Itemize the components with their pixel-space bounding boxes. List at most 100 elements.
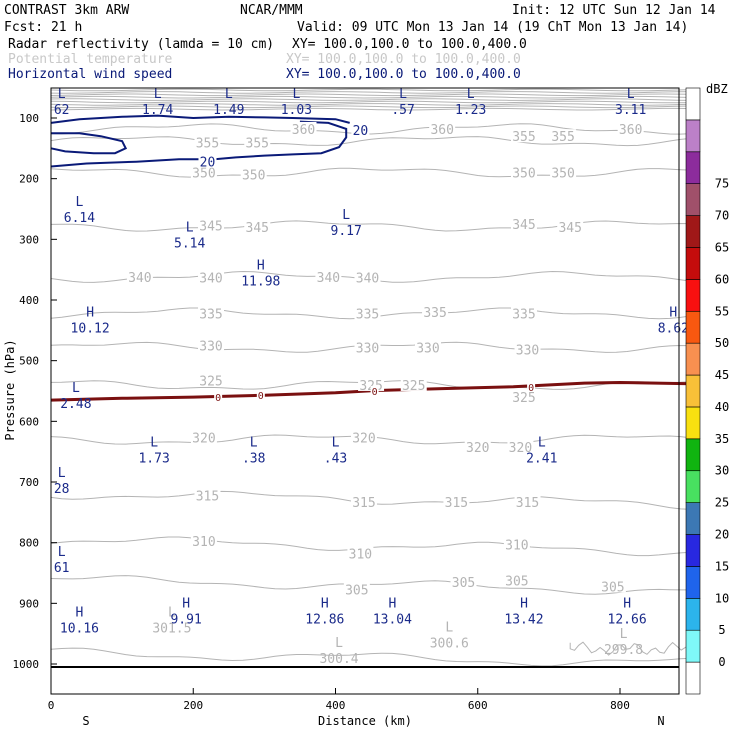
- field-name-reflectivity: Radar reflectivity (lamda = 10 cm): [8, 37, 274, 52]
- extremum-value: 5.14: [174, 236, 205, 251]
- extremum-type: L: [250, 436, 258, 451]
- refl-label-bg: [256, 390, 265, 401]
- y-tick-label: 1000: [13, 658, 40, 671]
- theta-label-bg: [240, 167, 267, 181]
- theta-label-bg: [194, 488, 221, 502]
- colorbar-level-label: 30: [715, 464, 729, 478]
- colorbar-level-label: 25: [715, 496, 729, 510]
- theta-label-bg: [290, 121, 317, 135]
- theta-label: 340: [317, 271, 340, 286]
- theta-label: 330: [516, 344, 539, 359]
- colorbar-level-label: 50: [715, 336, 729, 350]
- extremum-value: 2.48: [60, 397, 91, 412]
- theta-label-bg: [198, 270, 225, 284]
- upper-dense-line: [50, 95, 692, 99]
- extremum-value: 28: [54, 482, 70, 497]
- upper-dense-line: [50, 91, 692, 94]
- theta-label: 305: [505, 574, 528, 589]
- y-tick-label: 500: [19, 355, 39, 368]
- extremum-value: 2.41: [526, 452, 557, 467]
- extremum-type: L: [627, 87, 635, 102]
- colorbar-level-label: 60: [715, 272, 729, 286]
- extremum-value: 1.03: [281, 103, 312, 118]
- theta-label-bg: [557, 220, 584, 234]
- extremum-type: L: [72, 381, 80, 396]
- extremum-value: .38: [242, 452, 265, 467]
- y-tick-label: 100: [19, 112, 39, 125]
- extremum-value: 3.11: [615, 103, 646, 118]
- wind-label: 20: [353, 124, 369, 139]
- theta-label: 345: [246, 221, 269, 236]
- theta-label: 335: [356, 307, 379, 322]
- theta-label-bg: [422, 305, 449, 319]
- extremum-value: 8.62: [658, 321, 689, 336]
- y-tick-label: 900: [19, 597, 39, 610]
- colorbar-level-label: 45: [715, 368, 729, 382]
- theta-label: 335: [423, 306, 446, 321]
- extremum-value: 1.73: [138, 452, 169, 467]
- colorbar-level-label: 15: [715, 559, 729, 573]
- colorbar-level-label: 55: [715, 304, 729, 318]
- theta-label-bg: [503, 573, 530, 587]
- colorbar-level-label: 70: [715, 209, 729, 223]
- field-xy-wind: XY= 100.0,100.0 to 100.0,400.0: [286, 67, 521, 82]
- theta-label: 325: [402, 379, 425, 394]
- theta-label-bg: [350, 495, 377, 509]
- colorbar-swatch: [685, 183, 701, 216]
- colorbar-swatch: [685, 502, 701, 535]
- theta-label: 360: [292, 123, 315, 138]
- theta-label-bg: [190, 165, 217, 179]
- field-name-theta: Potential temperature: [8, 52, 173, 67]
- extremum-type: H: [520, 596, 528, 611]
- colorbar-level-label: 65: [715, 240, 729, 254]
- colorbar-swatch: [685, 406, 701, 440]
- extremum-value: 10.12: [71, 321, 110, 336]
- theta-label: 350: [242, 168, 265, 183]
- theta-label: 350: [551, 167, 574, 182]
- upper-dense-contours: [50, 88, 692, 656]
- theta-label-bg: [464, 439, 491, 453]
- theta-label-bg: [198, 373, 225, 387]
- extremum-value: 10.16: [60, 622, 99, 637]
- colorbar-level-label: 5: [718, 623, 725, 637]
- theta-label: 305: [345, 583, 368, 598]
- field-name-wind: Horizontal wind speed: [8, 67, 172, 82]
- surface-theta-wiggle: [569, 641, 690, 656]
- theta-label: 360: [619, 123, 642, 138]
- extremum-type: L: [538, 436, 546, 451]
- colorbar-swatch: [685, 342, 701, 376]
- theta-label: 310: [192, 535, 215, 550]
- theta-label: 355: [551, 130, 574, 145]
- x-tick-label: 400: [326, 699, 346, 712]
- theta-label: 310: [505, 538, 528, 553]
- extremum-value: 11.98: [241, 275, 280, 290]
- refl-label-bg: [370, 386, 379, 396]
- refl-label: 0: [528, 383, 534, 394]
- extremum-type: H: [257, 259, 265, 274]
- x-axis-label: Distance (km): [318, 714, 412, 728]
- extremum-type: L: [186, 220, 194, 235]
- theta-label-bg: [354, 270, 381, 284]
- theta-label: 320: [352, 432, 375, 447]
- theta-label: 335: [199, 307, 222, 322]
- colorbar-swatch: [685, 119, 701, 153]
- theta-label: 315: [196, 489, 219, 504]
- theta-label: 345: [512, 218, 535, 233]
- colorbar-swatch: [685, 661, 701, 695]
- refl-label: 0: [372, 387, 378, 398]
- x-end-label-north: N: [657, 714, 664, 728]
- wind-speed-contours: [50, 114, 350, 168]
- theta-label: 320: [509, 441, 532, 456]
- extremum-value: 62: [54, 103, 70, 118]
- extremum-type: L: [150, 436, 158, 451]
- theta-label: 340: [199, 272, 222, 287]
- theta-label: 340: [128, 271, 151, 286]
- theta-label-bg: [429, 121, 456, 135]
- theta-label: 350: [512, 167, 535, 182]
- theta-label-bg: [550, 129, 577, 143]
- y-tick-label: 200: [19, 173, 39, 186]
- extremum-type: L: [225, 87, 233, 102]
- extremum-type: L: [445, 621, 453, 636]
- theta-label: 345: [558, 221, 581, 236]
